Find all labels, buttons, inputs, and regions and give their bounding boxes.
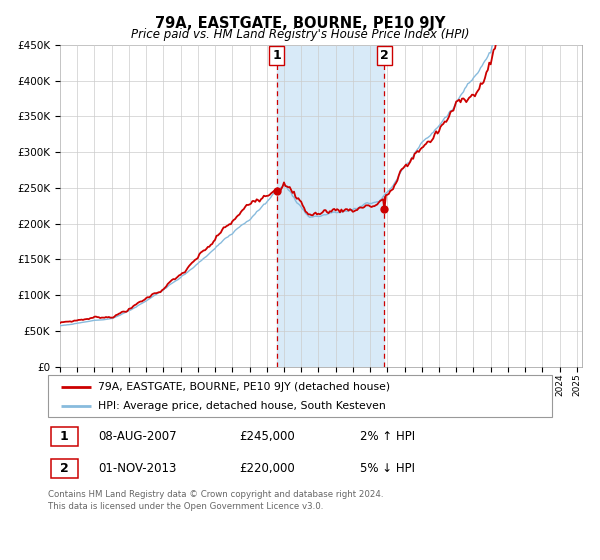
- Text: 01-NOV-2013: 01-NOV-2013: [98, 462, 177, 475]
- Text: 2% ↑ HPI: 2% ↑ HPI: [361, 430, 416, 443]
- Text: 1: 1: [272, 49, 281, 62]
- Text: HPI: Average price, detached house, South Kesteven: HPI: Average price, detached house, Sout…: [98, 401, 386, 411]
- Text: 79A, EASTGATE, BOURNE, PE10 9JY (detached house): 79A, EASTGATE, BOURNE, PE10 9JY (detache…: [98, 381, 391, 391]
- Text: £220,000: £220,000: [239, 462, 295, 475]
- Text: 2: 2: [380, 49, 389, 62]
- Text: 2: 2: [60, 462, 69, 475]
- Bar: [50, 459, 78, 478]
- Text: 1: 1: [60, 430, 69, 443]
- Text: 79A, EASTGATE, BOURNE, PE10 9JY: 79A, EASTGATE, BOURNE, PE10 9JY: [155, 16, 445, 31]
- Text: £245,000: £245,000: [239, 430, 295, 443]
- Bar: [50, 427, 78, 446]
- Text: Price paid vs. HM Land Registry's House Price Index (HPI): Price paid vs. HM Land Registry's House …: [131, 28, 469, 41]
- Bar: [277, 45, 385, 367]
- Text: This data is licensed under the Open Government Licence v3.0.: This data is licensed under the Open Gov…: [48, 502, 323, 511]
- Text: Contains HM Land Registry data © Crown copyright and database right 2024.: Contains HM Land Registry data © Crown c…: [48, 490, 383, 499]
- Text: 5% ↓ HPI: 5% ↓ HPI: [361, 462, 415, 475]
- Text: 08-AUG-2007: 08-AUG-2007: [98, 430, 177, 443]
